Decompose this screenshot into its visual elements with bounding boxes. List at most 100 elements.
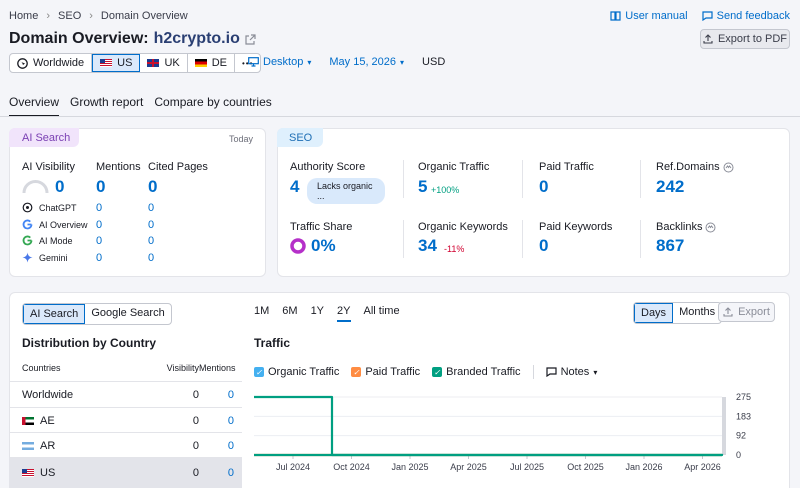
- engine-cited[interactable]: 0: [148, 202, 155, 214]
- date-selector[interactable]: May 15, 2026 ▾: [329, 56, 405, 68]
- metric-divider: [403, 160, 404, 198]
- seo-badge: SEO: [277, 128, 323, 147]
- toggle-days[interactable]: Days: [634, 303, 674, 323]
- user-manual-link[interactable]: User manual: [610, 10, 688, 22]
- metric-divider: [522, 160, 523, 198]
- ref-domains-label: Ref.Domains: [656, 161, 734, 173]
- globe-icon: [17, 57, 28, 69]
- ai-search-badge: AI Search: [9, 128, 79, 147]
- ai-badge-icon: [723, 162, 734, 172]
- ref-domains-value[interactable]: 242: [656, 177, 685, 196]
- legend-divider: [532, 365, 534, 379]
- tab-growth-report[interactable]: Growth report: [70, 95, 144, 109]
- more-databases-button[interactable]: •••: [242, 58, 254, 68]
- y-tick-label: 92: [736, 431, 746, 441]
- top-links: User manual Send feedback: [610, 10, 790, 22]
- x-tick-label: Jan 2025: [391, 462, 428, 472]
- db-uk[interactable]: UK: [140, 54, 188, 72]
- traffic-share-donut-icon: [290, 238, 306, 254]
- mentions-value[interactable]: 0: [96, 177, 106, 196]
- engine-cited[interactable]: 0: [148, 219, 155, 231]
- tab-compare-by-countries[interactable]: Compare by countries: [154, 95, 272, 109]
- authority-score-value[interactable]: 4: [290, 177, 300, 196]
- organic-traffic-value[interactable]: 5: [418, 177, 428, 196]
- paid-traffic-value[interactable]: 0: [539, 177, 549, 196]
- metric-divider: [640, 220, 641, 258]
- paid-keywords-label: Paid Keywords: [539, 221, 613, 233]
- breadcrumb-seo[interactable]: SEO: [58, 10, 82, 22]
- toggle-ai-search[interactable]: AI Search: [23, 304, 86, 324]
- y-tick-label: 275: [736, 392, 751, 402]
- metric-divider: [640, 160, 641, 198]
- chatgpt-icon: [22, 202, 33, 213]
- ai-badge-icon: [705, 222, 716, 232]
- external-link-icon[interactable]: [245, 33, 256, 45]
- export-button[interactable]: Export: [718, 302, 775, 322]
- page-title: Domain Overview: h2crypto.io: [9, 30, 256, 48]
- organic-keywords-value[interactable]: 34: [418, 236, 437, 255]
- date-range-selector: 1M 6M 1Y 2Y All time: [254, 305, 400, 322]
- legend-paid[interactable]: ✓ Paid Traffic: [351, 366, 421, 378]
- breadcrumb-home[interactable]: Home: [9, 10, 39, 22]
- table-row-selected[interactable]: US 0 0: [9, 457, 242, 488]
- notes-dropdown[interactable]: Notes ▾: [545, 366, 597, 378]
- export-pdf-button[interactable]: Export to PDF: [700, 29, 790, 49]
- x-tick-label: Oct 2024: [333, 462, 370, 472]
- chevron-down-icon: ▾: [400, 57, 405, 67]
- report-tabs: Overview Growth report Compare by countr…: [9, 95, 272, 117]
- us-flag-icon: [100, 59, 113, 67]
- cited-pages-value[interactable]: 0: [148, 177, 158, 196]
- traffic-share-value[interactable]: 0%: [311, 236, 336, 255]
- traffic-chart[interactable]: 275 183 92 0 Jul 2024 Oct 2024 Jan 2025 Apr 202…: [254, 390, 774, 480]
- range-all-time[interactable]: All time: [363, 305, 400, 317]
- range-1m[interactable]: 1M: [254, 305, 270, 317]
- db-us[interactable]: US: [92, 54, 141, 72]
- engine-cited[interactable]: 0: [148, 252, 155, 264]
- y-tick-label: 0: [736, 450, 741, 460]
- toggle-google-search[interactable]: Google Search: [91, 307, 165, 319]
- range-6m[interactable]: 6M: [282, 305, 298, 317]
- paid-keywords-value[interactable]: 0: [539, 236, 549, 255]
- x-tick-label: Jul 2024: [276, 462, 310, 472]
- ae-flag-icon: [22, 416, 34, 425]
- legend-branded[interactable]: ✓ Branded Traffic: [432, 366, 521, 378]
- engine-mentions[interactable]: 0: [96, 202, 103, 214]
- authority-score-label: Authority Score: [290, 161, 366, 173]
- table-row[interactable]: AR 0 0: [9, 432, 242, 458]
- domain-name: h2crypto.io: [153, 30, 240, 47]
- range-2y[interactable]: 2Y: [337, 305, 351, 322]
- table-row[interactable]: Worldwide 0 0: [9, 381, 242, 407]
- x-tick-label: Jan 2026: [625, 462, 662, 472]
- y-tick-label: 183: [736, 411, 751, 421]
- cited-pages-label: Cited Pages: [148, 161, 208, 173]
- authority-status-pill[interactable]: Lacks organic ...: [307, 178, 385, 204]
- db-worldwide[interactable]: Worldwide: [10, 54, 93, 72]
- engine-ai-mode: AI Mode: [39, 236, 73, 246]
- backlinks-value[interactable]: 867: [656, 236, 685, 255]
- granularity-toggle: Days Months: [633, 302, 723, 324]
- distribution-table-header: Countries Visibility Mentions: [22, 363, 236, 373]
- table-row[interactable]: AE 0 0: [9, 407, 242, 433]
- range-1y[interactable]: 1Y: [310, 305, 325, 317]
- engine-mentions[interactable]: 0: [96, 235, 103, 247]
- ai-visibility-value[interactable]: 0: [55, 177, 65, 196]
- db-de[interactable]: DE: [188, 54, 235, 72]
- tab-overview[interactable]: Overview: [9, 95, 60, 117]
- toggle-months[interactable]: Months: [679, 306, 716, 318]
- paid-traffic-label: Paid Traffic: [539, 161, 594, 173]
- legend-organic[interactable]: ✓ Organic Traffic: [254, 366, 340, 378]
- de-flag-icon: [194, 59, 207, 67]
- chart-legend: ✓ Organic Traffic ✓ Paid Traffic ✓ Branded …: [254, 365, 597, 379]
- ai-visibility-label: AI Visibility: [22, 161, 75, 173]
- engine-mentions[interactable]: 0: [96, 219, 103, 231]
- device-selector[interactable]: Desktop ▾: [248, 56, 311, 68]
- metric-divider: [522, 220, 523, 258]
- traffic-share-label: Traffic Share: [290, 221, 353, 233]
- chevron-right-icon: ›: [89, 10, 93, 22]
- filters: Desktop ▾ May 15, 2026 ▾ USD: [248, 56, 445, 68]
- engine-mentions[interactable]: 0: [96, 252, 103, 264]
- checkbox-checked-icon: ✓: [351, 367, 362, 377]
- send-feedback-link[interactable]: Send feedback: [702, 10, 790, 22]
- engine-cited[interactable]: 0: [148, 235, 155, 247]
- x-tick-label: Apr 2026: [684, 462, 721, 472]
